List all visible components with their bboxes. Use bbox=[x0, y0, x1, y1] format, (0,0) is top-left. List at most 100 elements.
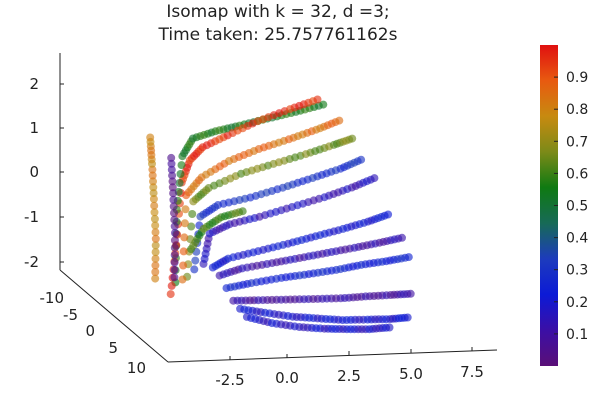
colorbar-tick-label: 0.8 bbox=[566, 102, 588, 118]
scatter-point bbox=[146, 133, 155, 142]
x-axis-ticks: -2.5 0.0 2.5 5.0 7.5 bbox=[215, 347, 484, 389]
x-tick-label: 0.0 bbox=[275, 369, 299, 387]
colorbar-tick-label: 0.3 bbox=[566, 263, 588, 279]
scatter-point bbox=[179, 247, 188, 256]
y-tick-label: 5 bbox=[108, 339, 118, 357]
scatter-point bbox=[385, 323, 394, 332]
scatter-point bbox=[168, 183, 177, 192]
scatter-point bbox=[335, 116, 344, 125]
scatter-point bbox=[170, 273, 179, 282]
y-axis-ticks: -10 -5 0 5 10 bbox=[40, 289, 147, 377]
scatter-point bbox=[170, 251, 179, 260]
y-tick-label: 0 bbox=[85, 322, 95, 340]
scatter-point bbox=[151, 221, 160, 230]
scatter-point bbox=[191, 256, 200, 265]
y-tick-label: -5 bbox=[63, 306, 78, 324]
scatter-point bbox=[148, 171, 157, 180]
scatter-point bbox=[403, 313, 412, 322]
scatter-point bbox=[180, 233, 189, 242]
scatter-point bbox=[177, 161, 186, 170]
scatter-point bbox=[151, 261, 160, 270]
colorbar: 0.1 0.2 0.3 0.4 0.5 0.6 0.7 0.8 0.9 bbox=[540, 45, 588, 366]
scatter-point bbox=[151, 274, 160, 283]
scatter-point bbox=[167, 165, 176, 174]
scatter-point bbox=[151, 254, 160, 263]
scatter-point bbox=[168, 177, 177, 186]
z-tick-label: -1 bbox=[24, 208, 39, 226]
scatter-point bbox=[238, 207, 247, 216]
scatter-point bbox=[170, 258, 179, 267]
scatter-point bbox=[187, 222, 196, 231]
colorbar-tick-label: 0.2 bbox=[566, 295, 588, 311]
scatter-point bbox=[170, 209, 178, 218]
x-tick-label: -2.5 bbox=[215, 371, 244, 389]
z-tick-label: 2 bbox=[29, 75, 39, 93]
z-axis-ticks: 2 1 0 -1 -2 bbox=[24, 75, 64, 271]
scatter-point bbox=[148, 165, 157, 174]
y-axis-line bbox=[59, 269, 169, 363]
colorbar-tick-label: 0.9 bbox=[566, 70, 588, 86]
chart-title-line-2: Time taken: 25.757761162s bbox=[158, 25, 398, 45]
scatter-point bbox=[170, 222, 179, 231]
scatter-point bbox=[170, 265, 179, 274]
scatter-point bbox=[398, 233, 406, 242]
scatter-point bbox=[151, 241, 160, 250]
scatter-point bbox=[149, 189, 158, 198]
scatter-point bbox=[178, 275, 187, 284]
scatter-point bbox=[167, 153, 176, 162]
x-tick-label: 2.5 bbox=[337, 367, 361, 385]
scatter-point bbox=[167, 281, 176, 290]
scatter-point bbox=[384, 210, 393, 219]
colorbar-tick-label: 0.6 bbox=[566, 166, 588, 182]
chart-title-line-1: Isomap with k = 32, d =3; bbox=[166, 2, 389, 22]
scatter-point bbox=[151, 228, 160, 237]
scatter-point bbox=[149, 183, 158, 192]
colorbar-gradient bbox=[540, 45, 558, 366]
scatter-point bbox=[169, 189, 178, 198]
scatter-point bbox=[319, 100, 328, 109]
scatter-point bbox=[171, 229, 179, 237]
colorbar-tick-label: 0.1 bbox=[566, 327, 588, 343]
scatter-point bbox=[313, 95, 322, 104]
scatter-point bbox=[175, 179, 184, 187]
scatter-point bbox=[181, 205, 190, 214]
scatter-point bbox=[406, 289, 415, 298]
scatter-point bbox=[169, 195, 178, 204]
scatter-point bbox=[179, 261, 188, 270]
scatter-point bbox=[180, 219, 189, 228]
scatter-point bbox=[169, 202, 178, 211]
scatter-point bbox=[149, 195, 158, 203]
scatter-point bbox=[190, 265, 199, 274]
axes-frame bbox=[59, 53, 498, 363]
x-tick-label: 7.5 bbox=[460, 363, 484, 381]
z-tick-label: -2 bbox=[24, 253, 39, 271]
scatter-point bbox=[357, 155, 366, 164]
scatter-point bbox=[150, 208, 159, 217]
scatter-point bbox=[176, 170, 185, 178]
x-tick-label: 5.0 bbox=[399, 365, 423, 383]
x-axis-line bbox=[167, 349, 498, 363]
scatter-point bbox=[170, 215, 179, 224]
chart-title: Isomap with k = 32, d =3; Time taken: 25… bbox=[158, 2, 398, 45]
y-tick-label: -10 bbox=[40, 289, 65, 307]
scatter-point bbox=[168, 171, 177, 180]
scatter-point bbox=[348, 134, 357, 143]
scatter-point bbox=[151, 234, 160, 243]
colorbar-tick-label: 0.5 bbox=[566, 199, 588, 215]
scatter-point bbox=[149, 177, 157, 186]
scatter-point bbox=[167, 159, 176, 168]
scatter-point bbox=[188, 210, 197, 218]
z-tick-label: 1 bbox=[29, 119, 39, 137]
scatter-point bbox=[170, 236, 179, 245]
scatter-point bbox=[150, 214, 159, 223]
scatter-points bbox=[146, 95, 415, 334]
scatter-point bbox=[151, 268, 160, 276]
scatter-point bbox=[166, 290, 175, 299]
y-tick-label: 10 bbox=[127, 359, 146, 377]
colorbar-tick-label: 0.4 bbox=[566, 231, 588, 247]
scatter-point bbox=[404, 253, 413, 262]
scatter-point bbox=[370, 174, 379, 183]
scatter-point bbox=[151, 248, 160, 257]
z-tick-label: 0 bbox=[29, 163, 39, 181]
